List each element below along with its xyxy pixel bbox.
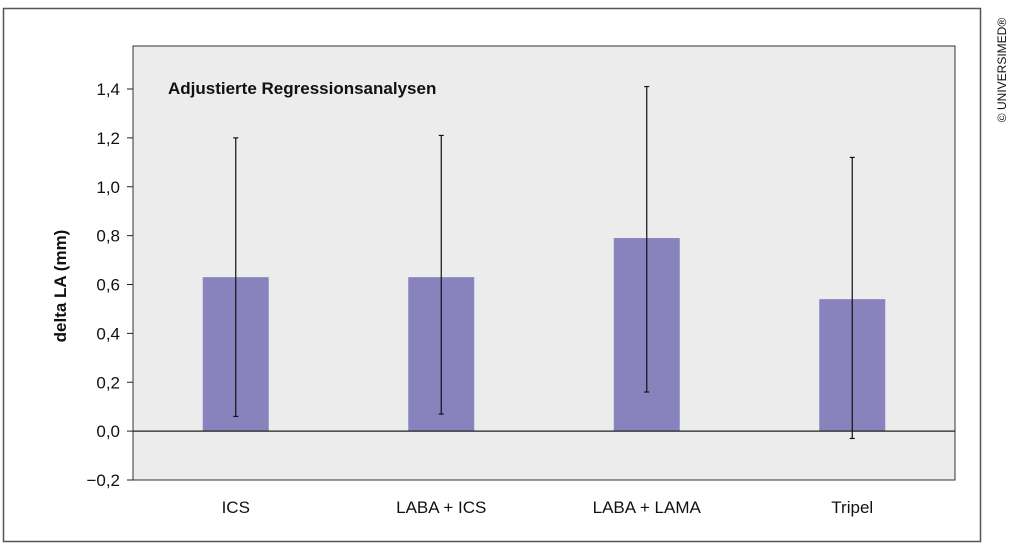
x-tick-label-2: LABA + LAMA xyxy=(593,498,702,517)
y-tick-label-1: 0,0 xyxy=(96,422,120,441)
y-tick-label-3: 0,4 xyxy=(96,324,120,343)
y-tick-label-6: 1,0 xyxy=(96,178,120,197)
chart-title: Adjustierte Regressionsanalysen xyxy=(168,79,436,98)
y-tick-label-4: 0,6 xyxy=(96,276,120,295)
x-axis: ICS LABA + ICS LABA + LAMA Tripel xyxy=(222,498,874,517)
y-tick-label-8: 1,4 xyxy=(96,80,120,99)
x-tick-label-0: ICS xyxy=(222,498,250,517)
y-axis-label: delta LA (mm) xyxy=(51,230,70,343)
plot-area xyxy=(132,45,956,481)
x-tick-label-3: Tripel xyxy=(831,498,873,517)
x-tick-label-1: LABA + ICS xyxy=(396,498,486,517)
y-tick-label-2: 0,2 xyxy=(96,373,120,392)
error-bars-layer xyxy=(233,85,855,440)
y-tick-label-0: −0,2 xyxy=(86,471,120,490)
y-tick-label-7: 1,2 xyxy=(96,129,120,148)
y-tick-label-5: 0,8 xyxy=(96,227,120,246)
y-axis: −0,2 0,0 0,2 0,4 0,6 0,8 1,0 1,2 1,4 xyxy=(86,80,133,490)
copyright-notice: © UNIVERSIMED® xyxy=(995,18,1009,123)
